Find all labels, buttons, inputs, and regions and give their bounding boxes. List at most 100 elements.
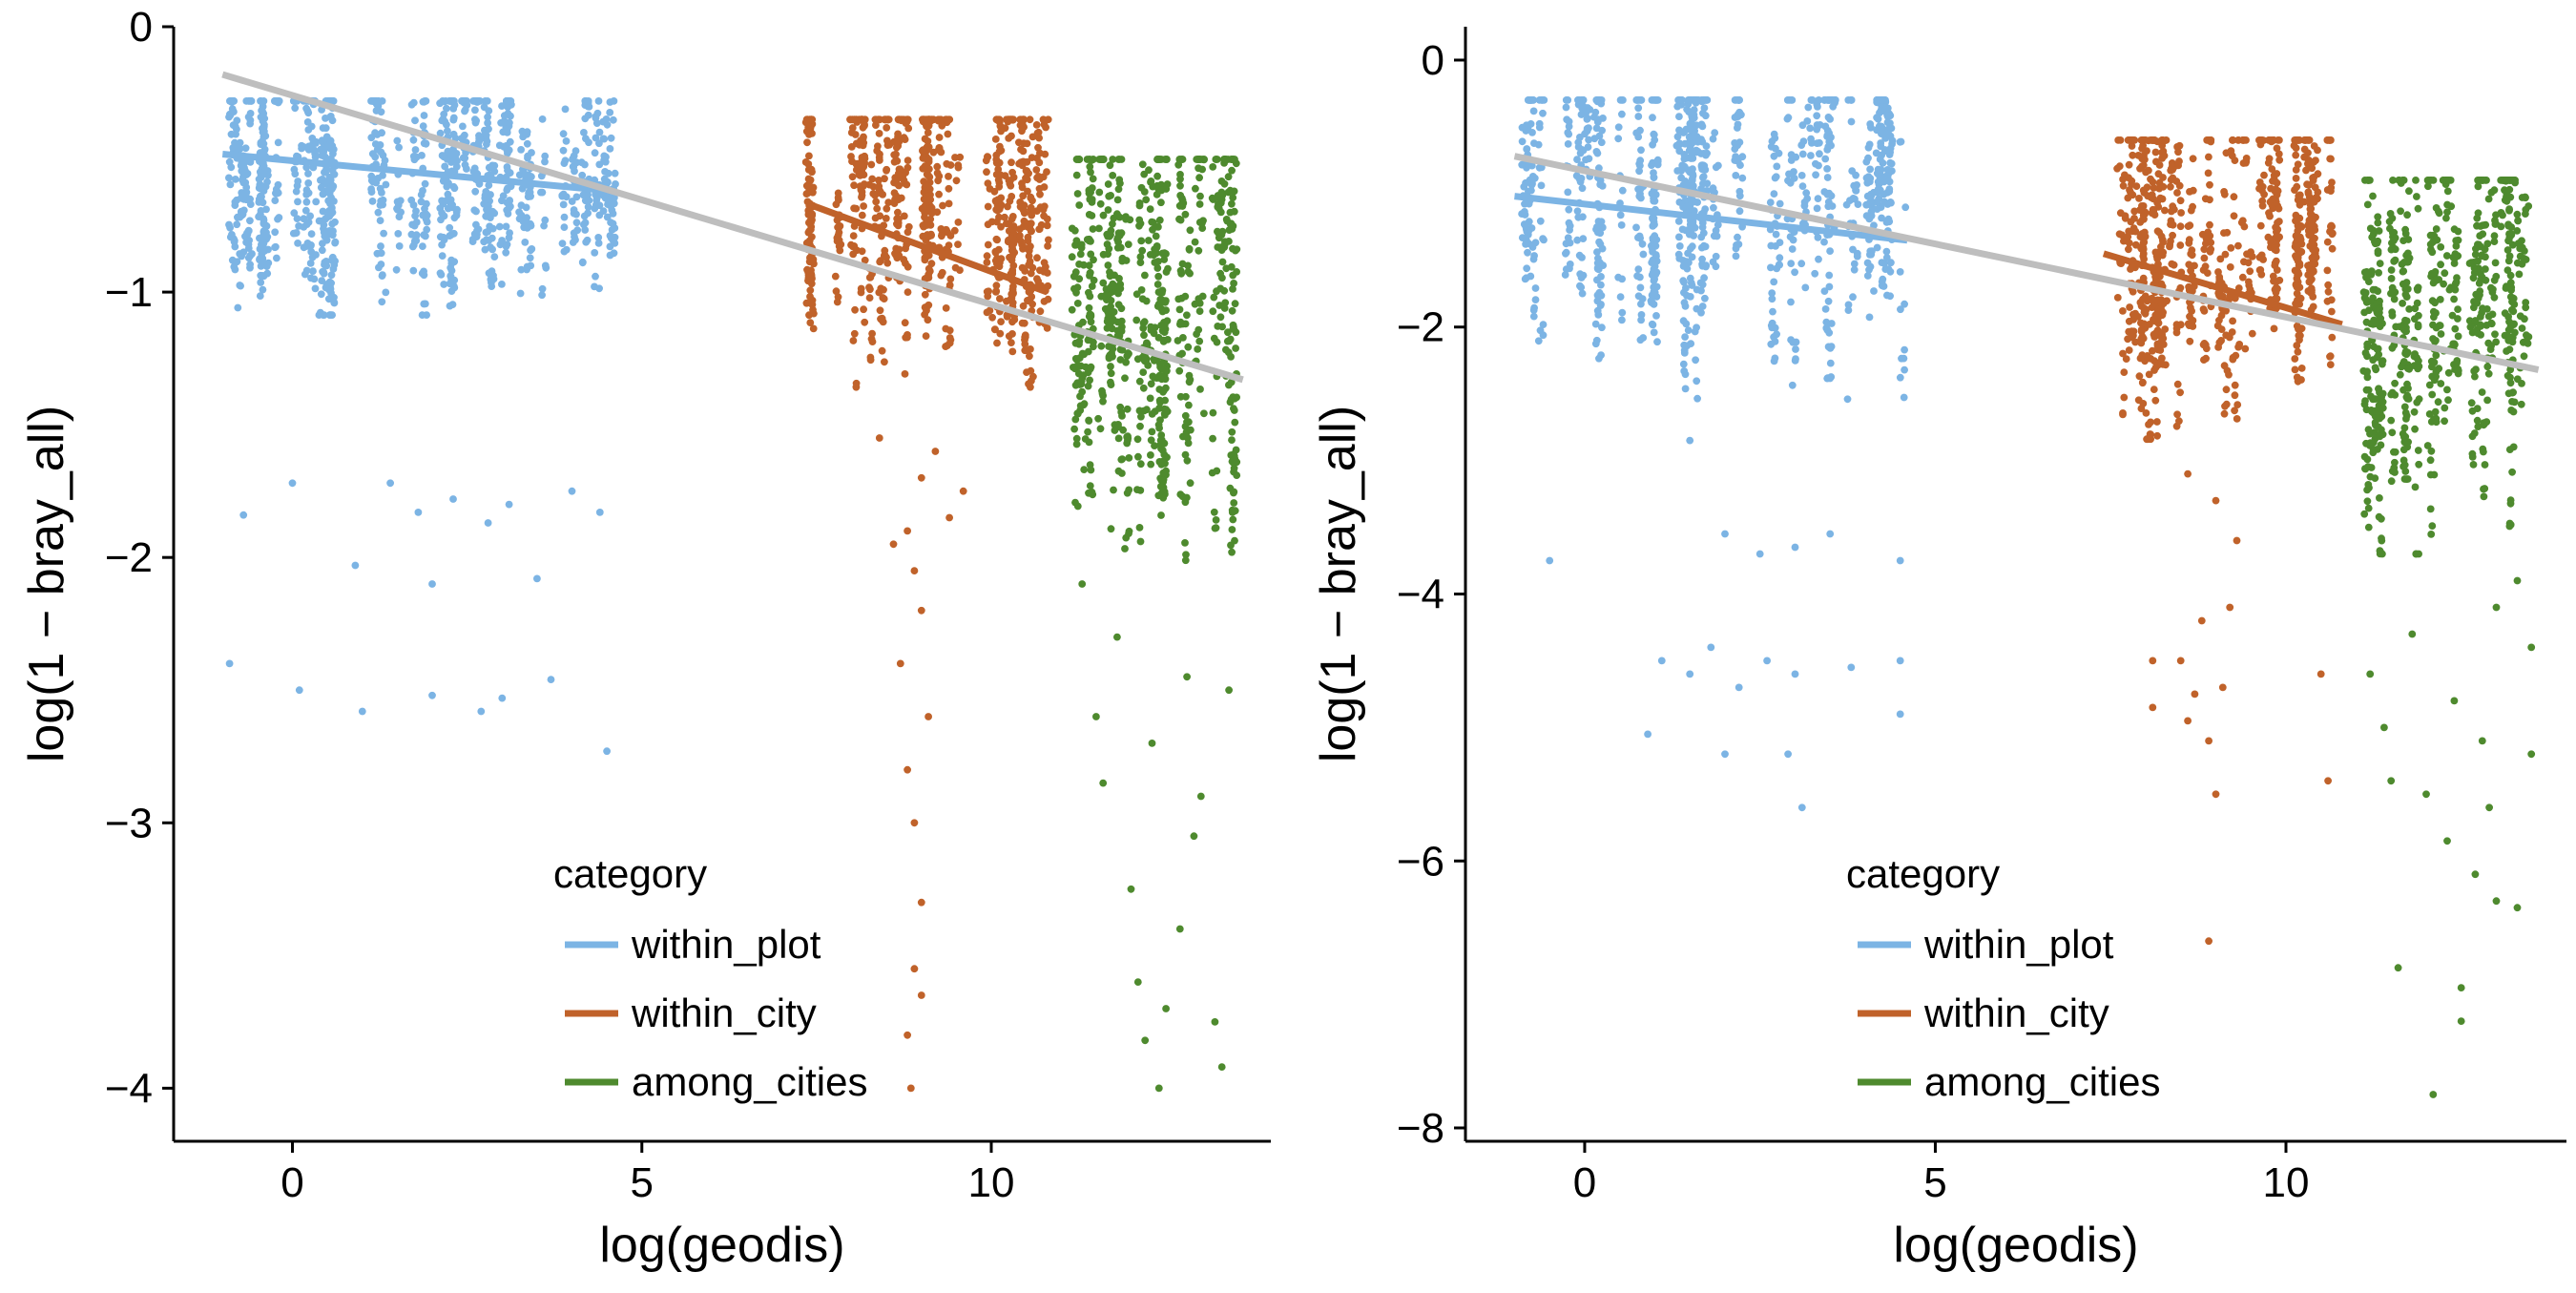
data-point bbox=[1901, 394, 1908, 402]
data-point bbox=[2293, 166, 2300, 174]
y-tick-label: 0 bbox=[130, 4, 153, 51]
data-point bbox=[2170, 221, 2177, 229]
data-point bbox=[895, 216, 903, 223]
data-point bbox=[890, 540, 898, 548]
data-point bbox=[482, 246, 489, 254]
data-point bbox=[271, 197, 279, 204]
data-point bbox=[2161, 207, 2169, 215]
data-point bbox=[262, 206, 270, 214]
data-point bbox=[2136, 206, 2144, 214]
data-point bbox=[2269, 177, 2276, 185]
data-point bbox=[1804, 104, 1812, 112]
data-point bbox=[1576, 134, 1584, 141]
data-point bbox=[1816, 139, 1823, 147]
data-point bbox=[1827, 344, 1835, 352]
data-point bbox=[808, 130, 816, 137]
data-point bbox=[2159, 335, 2167, 343]
data-point bbox=[2146, 371, 2153, 379]
data-point bbox=[2314, 189, 2321, 197]
data-point bbox=[1519, 137, 1527, 145]
data-point bbox=[1789, 339, 1797, 346]
data-point bbox=[1897, 374, 1904, 382]
data-point bbox=[806, 300, 814, 307]
data-point bbox=[1210, 196, 1217, 203]
data-point bbox=[596, 509, 604, 516]
data-point bbox=[523, 131, 530, 138]
data-point bbox=[377, 242, 384, 250]
data-point bbox=[857, 172, 864, 179]
data-point bbox=[2226, 604, 2233, 612]
data-point bbox=[850, 337, 858, 344]
data-point bbox=[1187, 479, 1195, 487]
data-point bbox=[1576, 282, 1584, 290]
data-point bbox=[1697, 287, 1705, 295]
data-point bbox=[524, 140, 531, 148]
data-point bbox=[585, 138, 592, 146]
data-point bbox=[2149, 704, 2156, 712]
data-point bbox=[2153, 432, 2161, 440]
data-point bbox=[806, 267, 814, 275]
data-point bbox=[1770, 279, 1777, 286]
data-point bbox=[2140, 335, 2148, 343]
data-point bbox=[876, 259, 883, 266]
data-point bbox=[1141, 188, 1149, 196]
data-point bbox=[1229, 526, 1236, 533]
data-point bbox=[484, 97, 491, 105]
data-point bbox=[1090, 176, 1097, 183]
data-point bbox=[1845, 306, 1853, 314]
data-point bbox=[439, 152, 447, 159]
data-point bbox=[2297, 248, 2305, 256]
data-point bbox=[1156, 374, 1164, 382]
data-point bbox=[1673, 167, 1681, 175]
data-point bbox=[592, 273, 599, 281]
data-point bbox=[2291, 186, 2298, 194]
data-point bbox=[993, 282, 1001, 289]
data-point bbox=[2324, 239, 2332, 246]
data-point bbox=[451, 101, 459, 109]
data-point bbox=[1021, 334, 1028, 342]
data-point bbox=[1698, 256, 1706, 263]
data-point bbox=[503, 142, 510, 150]
data-point bbox=[1524, 249, 1531, 257]
data-point bbox=[891, 196, 899, 203]
data-point bbox=[2525, 333, 2533, 341]
data-point bbox=[996, 330, 1004, 338]
data-point bbox=[1799, 121, 1807, 129]
data-point bbox=[2125, 174, 2132, 181]
data-point bbox=[396, 213, 404, 220]
data-point bbox=[1019, 119, 1027, 127]
data-point bbox=[1825, 272, 1833, 280]
data-point bbox=[377, 198, 384, 205]
data-point bbox=[2135, 396, 2143, 404]
data-point bbox=[1016, 198, 1024, 206]
legend-title: category bbox=[553, 851, 707, 896]
data-point bbox=[475, 225, 483, 233]
data-point bbox=[1797, 260, 1805, 267]
data-point bbox=[1080, 261, 1088, 269]
data-point bbox=[1209, 163, 1216, 171]
data-point bbox=[438, 117, 446, 125]
data-point bbox=[585, 97, 592, 105]
data-point bbox=[1140, 407, 1148, 415]
data-point bbox=[1689, 165, 1696, 173]
data-point bbox=[902, 260, 909, 267]
data-point bbox=[1085, 417, 1092, 425]
data-point bbox=[2305, 157, 2313, 165]
data-point bbox=[2207, 239, 2214, 246]
data-point bbox=[1154, 273, 1162, 281]
data-point bbox=[1225, 686, 1233, 694]
data-point bbox=[1681, 349, 1689, 357]
data-point bbox=[447, 280, 454, 287]
data-point bbox=[1232, 300, 1239, 307]
data-point bbox=[411, 116, 419, 124]
data-point bbox=[1682, 284, 1690, 292]
data-point bbox=[2119, 409, 2127, 417]
data-point bbox=[226, 158, 234, 166]
data-point bbox=[935, 191, 943, 198]
data-point bbox=[228, 131, 236, 138]
data-point bbox=[2260, 172, 2268, 179]
data-point bbox=[1576, 252, 1584, 260]
data-point bbox=[2173, 189, 2181, 197]
data-point bbox=[1735, 120, 1742, 128]
